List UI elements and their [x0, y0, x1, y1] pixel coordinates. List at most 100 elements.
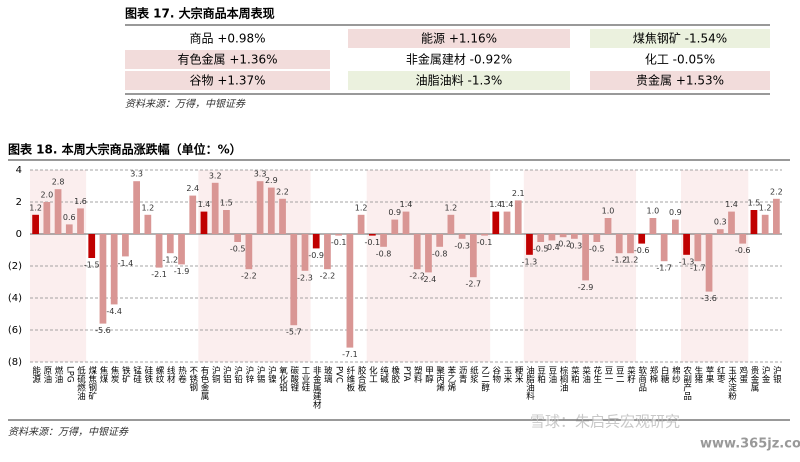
value-label: -4.4 — [106, 307, 122, 316]
x-tick-label: 原油 — [42, 366, 52, 384]
bar — [155, 234, 163, 268]
table-cell-text: 谷物 +1.37% — [190, 74, 266, 88]
x-tick-label: 塑料 — [412, 366, 422, 384]
value-label: -0.3 — [454, 241, 470, 250]
value-label: -0.8 — [376, 249, 392, 258]
chart-title: 图表 18. 本周大宗商品涨跌幅（单位：%） — [8, 142, 242, 157]
x-tick-label: 沪银 — [771, 365, 781, 384]
x-tick-label: 贵金属 — [749, 365, 759, 392]
value-label: -0.1 — [331, 238, 347, 247]
bar — [750, 210, 758, 234]
bar — [245, 234, 253, 270]
value-label: 2.4 — [186, 184, 199, 193]
bar — [65, 224, 73, 234]
bar — [32, 214, 39, 234]
bar — [537, 234, 545, 242]
value-label: -2.9 — [578, 283, 594, 292]
watermark: www.365jz.com — [700, 437, 800, 452]
value-label: -0.6 — [735, 246, 751, 255]
bar — [638, 234, 646, 244]
bar — [570, 234, 578, 239]
value-label: 2.2 — [276, 187, 289, 196]
x-tick-label: 沪锌 — [244, 365, 254, 384]
table-cell-text: 煤焦钢矿 -1.54% — [633, 32, 727, 46]
x-tick-label: 豆油 — [547, 366, 557, 384]
value-label: -0.9 — [308, 251, 324, 260]
value-label: 2.2 — [770, 187, 783, 196]
x-tick-label: 沪铅 — [233, 365, 243, 384]
value-label: 1.4 — [198, 200, 211, 209]
value-label: -2.2 — [241, 272, 257, 281]
table: 商品 +0.98% 能源 +1.16% 煤焦钢矿 -1.54% 有色金属 +1.36%… — [125, 29, 770, 90]
x-tick-label: 化工 — [367, 365, 377, 383]
bar — [77, 208, 84, 234]
value-label: 0.3 — [714, 218, 727, 227]
bar — [672, 219, 679, 234]
bar — [223, 210, 230, 234]
bar — [514, 200, 522, 234]
value-label: -0.5 — [589, 245, 605, 254]
bar — [290, 234, 298, 326]
value-label: 1.5 — [220, 199, 233, 208]
table-cell-text: 贵金属 +1.53% — [636, 73, 724, 88]
table-cell — [590, 71, 770, 90]
bar — [773, 198, 780, 234]
table-cell — [348, 50, 570, 69]
bar — [211, 182, 219, 234]
value-label: -2.2 — [409, 272, 425, 281]
x-tick-label: 乙二醇 — [480, 366, 490, 392]
table-cell-text: 有色金属 +1.36% — [178, 52, 278, 67]
bar — [133, 181, 140, 234]
bar — [144, 214, 152, 234]
table-cell — [125, 29, 330, 48]
value-label: -1.2 — [623, 256, 639, 265]
bar — [492, 211, 500, 234]
value-label: -0.3 — [567, 241, 583, 250]
bar — [301, 234, 309, 271]
value-label: -1.7 — [690, 264, 706, 273]
bar — [660, 234, 668, 262]
bar — [593, 234, 601, 242]
value-label: 2.8 — [52, 178, 65, 187]
x-tick-label: 低硫燃油 — [76, 365, 86, 401]
x-tick-label: 玉米 — [502, 366, 512, 384]
value-label: 1.5 — [748, 199, 761, 208]
x-tick-label: 花生 — [592, 365, 602, 383]
value-label: -1.9 — [174, 267, 190, 276]
value-label: -1.3 — [522, 257, 538, 266]
table-cell — [125, 50, 330, 69]
value-label: 1.2 — [29, 203, 42, 212]
x-tick-label: 热卷 — [177, 365, 187, 383]
bar — [279, 198, 286, 234]
bar — [267, 187, 275, 234]
bar — [683, 234, 690, 255]
value-label: -1.3 — [679, 257, 695, 266]
x-tick-label: 铁矿 — [120, 365, 130, 384]
x-tick-label: 苹果 — [704, 365, 714, 384]
x-tick-label: 燃油 — [53, 365, 63, 384]
x-tick-label: 软商品 — [637, 365, 647, 392]
x-tick-label: 豆一 — [603, 366, 613, 383]
x-tick-label: 沪金 — [760, 365, 770, 383]
bar — [627, 234, 634, 254]
x-tick-label: 棉纱 — [670, 365, 680, 383]
value-label: -5.7 — [286, 328, 302, 337]
y-tick-label: 4 — [16, 165, 22, 176]
bar — [458, 234, 466, 239]
x-tick-label: 胶合板 — [356, 365, 366, 392]
bar — [413, 234, 421, 270]
x-tick-label: 焦煤 — [98, 365, 108, 384]
x-tick-label: 线材 — [165, 365, 175, 383]
bar — [99, 234, 107, 324]
table-cell — [590, 50, 770, 69]
x-tick-label: 玻璃 — [322, 365, 332, 384]
bar — [178, 234, 185, 265]
bar — [88, 234, 96, 258]
x-tick-label: 聚丙烯 — [435, 366, 445, 392]
x-tick-label: 焦炭 — [109, 365, 119, 384]
value-label: 1.0 — [647, 207, 660, 216]
bar — [189, 195, 197, 234]
x-tick-label: 锰硅 — [132, 365, 142, 383]
table-source: 资料来源：万得，中银证券 — [125, 98, 246, 110]
bar — [436, 234, 444, 247]
